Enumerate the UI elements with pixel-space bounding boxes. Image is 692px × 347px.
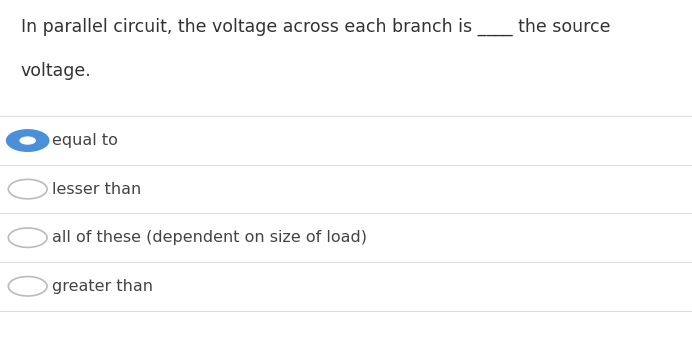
Text: equal to: equal to — [52, 133, 118, 148]
Circle shape — [7, 130, 48, 151]
Text: lesser than: lesser than — [52, 181, 141, 197]
Text: voltage.: voltage. — [21, 62, 91, 81]
Text: In parallel circuit, the voltage across each branch is ____ the source: In parallel circuit, the voltage across … — [21, 17, 610, 36]
Circle shape — [8, 277, 47, 296]
Circle shape — [8, 228, 47, 247]
Circle shape — [8, 179, 47, 199]
Text: all of these (dependent on size of load): all of these (dependent on size of load) — [52, 230, 367, 245]
Circle shape — [19, 136, 36, 145]
Text: greater than: greater than — [52, 279, 153, 294]
